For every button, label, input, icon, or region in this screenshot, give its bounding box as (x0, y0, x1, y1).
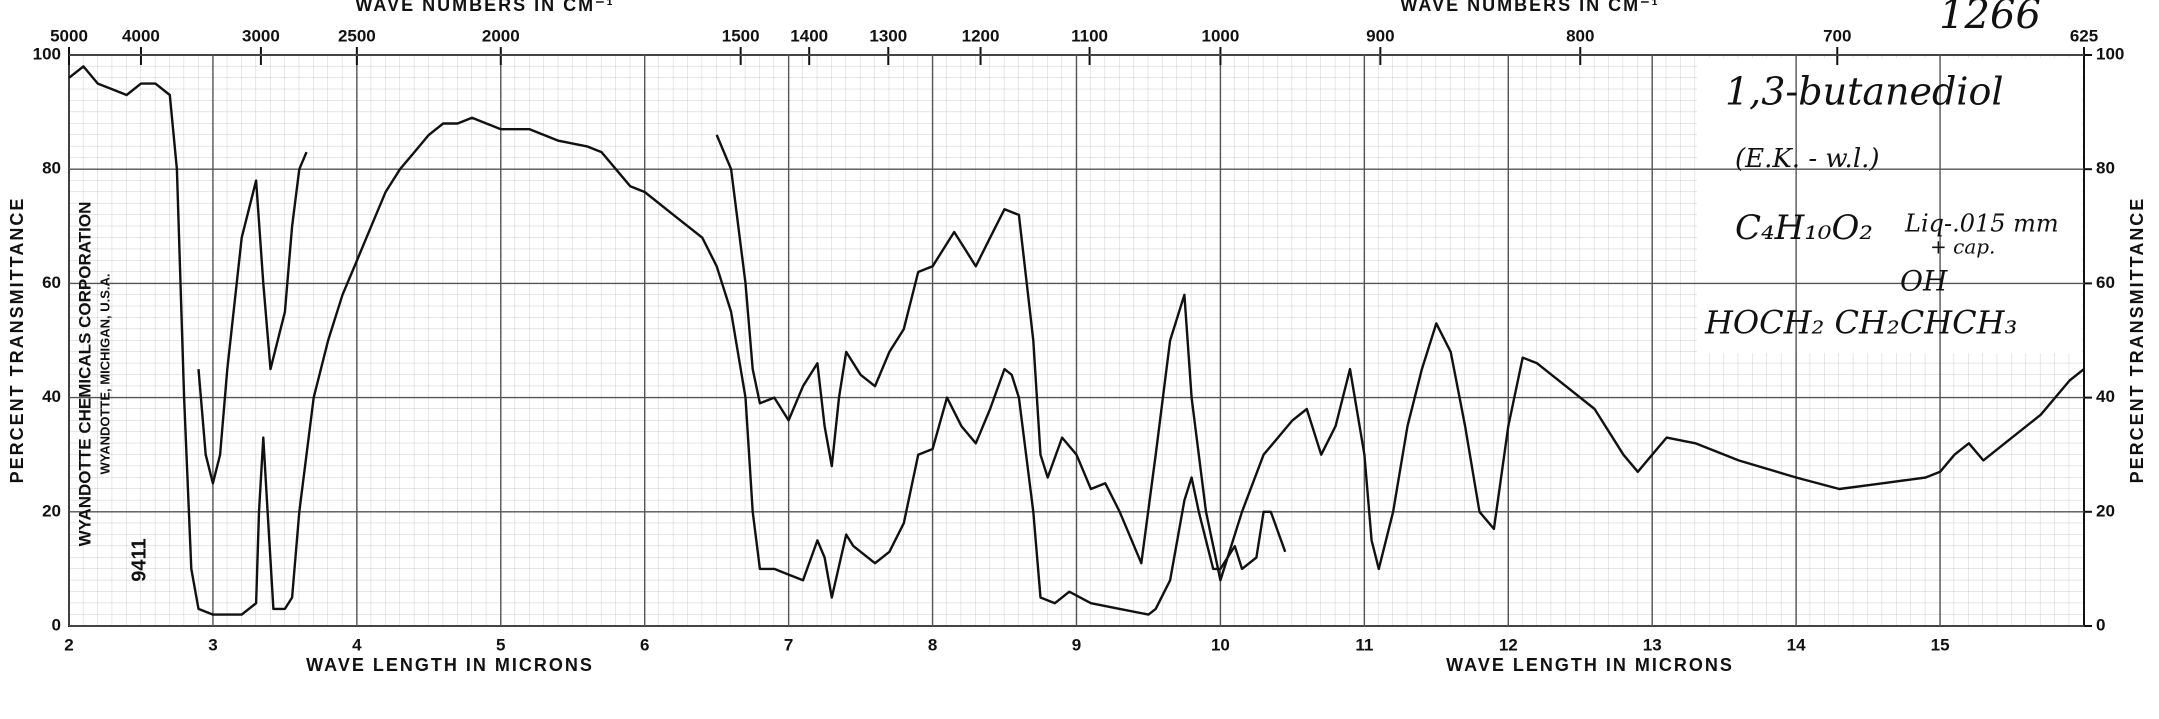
y2-tick-label: 0 (2096, 615, 2105, 634)
x2-axis-title: WAVE NUMBERS IN CM⁻¹ (355, 0, 614, 15)
y-tick-label: 20 (42, 501, 61, 520)
x2-tick-label: 1100 (1071, 26, 1108, 45)
annotation: OH (1900, 265, 1948, 298)
label-card (1697, 58, 2082, 353)
annotation: + cap. (1930, 235, 1995, 259)
x-tick-label: 4 (352, 635, 362, 654)
x-axis-title: WAVE LENGTH IN MICRONS (1446, 655, 1734, 675)
y-axis-title: PERCENT TRANSMITTANCE (7, 197, 27, 484)
x2-tick-label: 1200 (962, 26, 1000, 45)
y2-tick-label: 20 (2096, 501, 2115, 520)
x-tick-label: 15 (1931, 635, 1950, 654)
x-tick-label: 13 (1643, 635, 1662, 654)
grid (68, 47, 2092, 627)
x-tick-label: 12 (1499, 635, 1518, 654)
y2-tick-label: 40 (2096, 387, 2115, 406)
annotation: Liq-.015 mm (1904, 210, 2059, 238)
marks (68, 65, 2085, 616)
spectrum-trace (197, 151, 308, 485)
annotation: 1266 (1939, 0, 2041, 38)
x2-tick-label: 3000 (242, 26, 280, 45)
annotation: 9411 (128, 538, 150, 581)
y2-tick-label: 80 (2096, 159, 2115, 178)
x-tick-label: 2 (64, 635, 73, 654)
x2-tick-label: 700 (1823, 26, 1851, 45)
x2-tick-label: 800 (1566, 26, 1594, 45)
x2-tick-label: 1000 (1202, 26, 1240, 45)
x-tick-label: 8 (928, 635, 937, 654)
y-tick-label: 60 (42, 273, 61, 292)
spectrum-trace (715, 134, 2085, 582)
x2-tick-label: 1400 (790, 26, 828, 45)
x2-tick-label: 5000 (50, 26, 88, 45)
x2-tick-label: 625 (2070, 26, 2098, 45)
y-tick-label: 80 (42, 159, 61, 178)
x2-axis-title: WAVE NUMBERS IN CM⁻¹ (1400, 0, 1659, 15)
x-tick-label: 11 (1355, 635, 1373, 654)
y2-axis-title: PERCENT TRANSMITTANCE (2127, 197, 2147, 484)
x2-tick-label: 2000 (482, 26, 520, 45)
y-tick-label: 40 (42, 387, 61, 406)
x-tick-label: 9 (1072, 635, 1081, 654)
x2-tick-label: 4000 (122, 26, 160, 45)
annotation: C₄H₁₀O₂ (1735, 208, 1873, 248)
annotation: WYANDOTTE CHEMICALS CORPORATION (75, 202, 94, 547)
annotation: WYANDOTTE, MICHIGAN, U.S.A. (97, 273, 112, 474)
x2-tick-label: 1500 (722, 26, 760, 45)
x2-tick-label: 900 (1366, 26, 1394, 45)
x2-tick-label: 2500 (338, 26, 376, 45)
spectrum-trace (68, 65, 1287, 616)
x-tick-label: 6 (640, 635, 649, 654)
annotation: HOCH₂ CH₂CHCH₃ (1704, 304, 2017, 342)
annotation: 1,3-butanediol (1725, 70, 2003, 114)
annotation: (E.K. - w.l.) (1735, 144, 1880, 174)
x-tick-label: 3 (208, 635, 217, 654)
x-tick-label: 14 (1787, 635, 1806, 654)
y2-tick-label: 100 (2096, 44, 2124, 63)
x-tick-label: 7 (784, 635, 793, 654)
y2-tick-label: 60 (2096, 273, 2115, 292)
y-tick-label: 100 (33, 44, 61, 63)
x-axis-title: WAVE LENGTH IN MICRONS (306, 655, 594, 675)
y-tick-label: 0 (52, 615, 61, 634)
x-tick-label: 5 (496, 635, 505, 654)
x-tick-label: 10 (1211, 635, 1230, 654)
x2-tick-label: 1300 (869, 26, 907, 45)
